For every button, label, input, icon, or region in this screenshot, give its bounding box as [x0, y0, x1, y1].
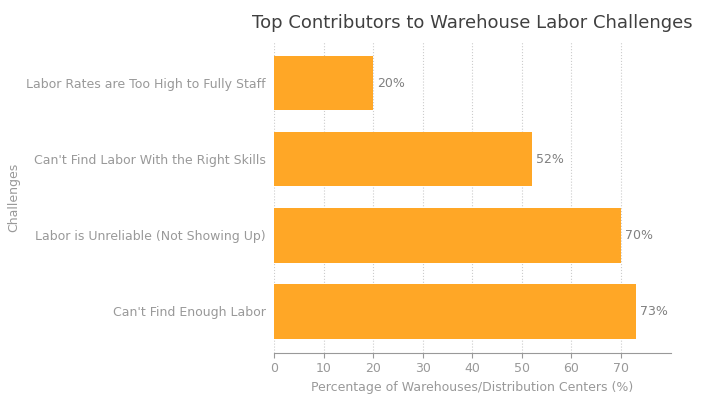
X-axis label: Percentage of Warehouses/Distribution Centers (%): Percentage of Warehouses/Distribution Ce… [311, 381, 633, 394]
Bar [274, 132, 532, 186]
Title: Top Contributors to Warehouse Labor Challenges: Top Contributors to Warehouse Labor Chal… [252, 14, 693, 32]
Text: 52%: 52% [536, 153, 564, 166]
Y-axis label: Challenges: Challenges [7, 163, 20, 232]
Text: 73%: 73% [640, 305, 668, 318]
Bar [274, 208, 621, 263]
Bar [274, 56, 373, 110]
Bar [274, 284, 636, 339]
Text: 20%: 20% [377, 76, 405, 90]
Text: 70%: 70% [625, 229, 653, 242]
